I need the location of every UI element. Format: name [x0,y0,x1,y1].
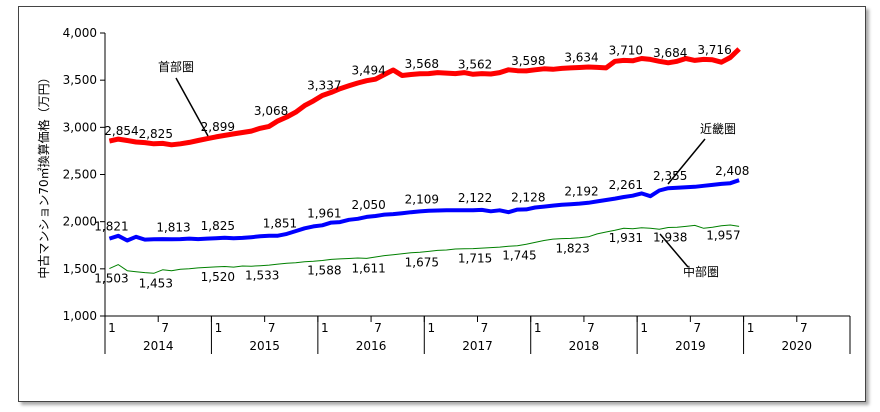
x-tick-label-month: 1 [427,321,435,335]
x-tick-label-year: 2018 [569,339,600,353]
data-label: 1,931 [609,231,643,245]
y-tick-label: 4,000 [63,26,97,40]
x-tick-label-month: 1 [534,321,542,335]
data-label: 1,588 [307,264,341,278]
x-tick-label-month: 7 [587,321,595,335]
data-label: 3,337 [307,79,341,93]
data-label: 1,675 [405,255,439,269]
x-tick-label-month: 7 [694,321,702,335]
data-label: 1,825 [201,219,235,233]
axes: 1,000 1,500 2,000 2,500 3,000 3,500 4,000 1 7 1 7 1… [63,26,851,354]
series-line [108,178,740,243]
x-tick-label-month: 7 [268,321,276,335]
y-tick-label: 2,500 [63,168,97,182]
series-lines [108,47,741,274]
y-tick-label: 2,000 [63,215,97,229]
data-label: 2,854 [104,124,138,138]
x-tick-label-month: 7 [481,321,489,335]
data-label: 1,745 [502,249,536,263]
x-tick-label-year: 2014 [143,339,174,353]
data-label: 1,503 [94,272,128,286]
data-label: 2,128 [511,191,545,205]
data-label: 3,716 [697,43,731,57]
data-label: 1,453 [139,276,173,290]
data-label: 1,520 [201,270,235,284]
x-tick-label-month: 1 [108,321,116,335]
y-tick-label: 3,000 [63,120,97,134]
x-tick-label-year: 2017 [462,339,493,353]
data-labels: 2,854 2,825 2,899 3,068 3,337 3,494 3,568 3,562… [94,43,749,290]
x-tick-label-month: 7 [161,321,169,335]
data-label: 3,068 [254,104,288,118]
x-tick-label-month: 1 [321,321,329,335]
data-label: 3,598 [511,54,545,68]
series-line [109,224,740,274]
series-name-label: 近畿圏 [700,122,736,136]
data-label: 1,961 [307,206,341,220]
x-tick-label-year: 2019 [675,339,706,353]
data-label: 1,957 [706,229,740,243]
x-tick-label-month: 7 [800,321,808,335]
data-label: 2,899 [201,120,235,134]
data-label: 3,494 [351,64,385,78]
data-label: 1,533 [245,269,279,283]
data-label: 2,050 [351,198,385,212]
x-tick-label-month: 7 [374,321,382,335]
series-line [108,47,741,148]
x-tick-label-month: 1 [640,321,648,335]
data-label: 1,851 [263,217,297,231]
data-label: 3,710 [609,43,643,57]
data-label: 1,715 [458,252,492,266]
data-label: 1,611 [351,261,385,275]
x-tick-label-month: 1 [215,321,223,335]
data-label: 1,813 [156,220,190,234]
leader-line [659,233,689,268]
data-label: 1,821 [94,220,128,234]
leader-line [667,138,706,185]
x-tick-label-year: 2015 [249,339,280,353]
series-name-label: 首部圏 [158,59,194,74]
y-tick-label: 1,500 [63,262,97,276]
data-label: 1,823 [555,241,589,255]
data-label: 2,261 [609,178,643,192]
x-tick-label-year: 2020 [782,339,813,353]
data-label: 3,562 [458,57,492,71]
x-tick-label-year: 2016 [356,339,387,353]
series-name-label: 中部圏 [683,264,719,279]
y-tick-label: 3,500 [63,73,97,87]
data-label: 2,109 [405,192,439,206]
leader-line [175,77,209,137]
data-label: 3,684 [653,46,687,60]
data-label: 2,408 [715,164,749,178]
data-label: 2,825 [139,127,173,141]
y-tick-label: 1,000 [63,309,97,323]
data-label: 2,192 [564,185,598,199]
data-label: 2,122 [458,191,492,205]
data-label: 2,355 [653,169,687,183]
data-label: 3,568 [405,57,439,71]
data-label: 3,634 [564,51,598,65]
y-axis-label: 中古マンション70㎡換算価格（万円） [36,71,51,278]
x-tick-label-month: 1 [747,321,755,335]
data-label: 1,938 [653,231,687,245]
